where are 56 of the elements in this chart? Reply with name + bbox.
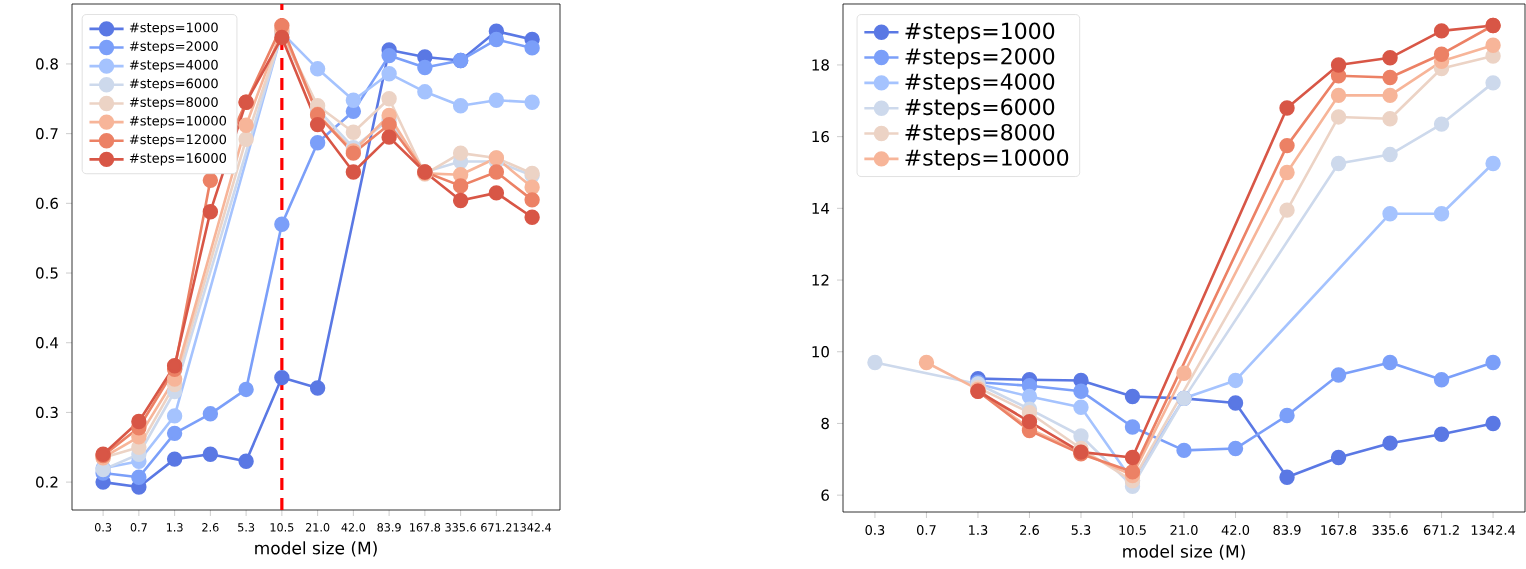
legend-label: #steps=4000 xyxy=(905,73,1055,95)
x-tick-label: 167.8 xyxy=(1321,525,1357,535)
y-tick-label: 0.3 xyxy=(36,406,58,419)
y-tick-label: 0.4 xyxy=(36,337,59,349)
y-tick-label: 0.7 xyxy=(36,127,58,140)
x-tick-label: 1.3 xyxy=(166,523,183,532)
x-tick-label: 21.0 xyxy=(1170,525,1198,535)
y-tick-label: 0.8 xyxy=(36,58,58,70)
legend-label: #steps=1000 xyxy=(129,22,218,35)
legend-label: #steps=12000 xyxy=(129,134,227,147)
legend-label: #steps=1000 xyxy=(905,22,1055,44)
x-tick-label: 0.3 xyxy=(865,525,885,535)
x-tick-label: 1342.4 xyxy=(1471,525,1516,535)
legend-label: #steps=2000 xyxy=(129,41,218,54)
x-tick-label: 10.5 xyxy=(1119,525,1146,535)
x-tick-label: 42.0 xyxy=(341,523,366,532)
x-tick-label: 2.6 xyxy=(1020,525,1039,535)
x-axis-title: model size (M) xyxy=(255,541,377,557)
x-tick-label: 335.6 xyxy=(1372,525,1408,535)
x-tick-label: 1.3 xyxy=(969,525,988,535)
y-tick-label: 10 xyxy=(812,346,829,358)
x-tick-label: 21.0 xyxy=(305,523,330,532)
x-tick-label: 5.3 xyxy=(238,523,255,532)
x-tick-label: 2.6 xyxy=(202,523,219,532)
y-tick-label: 6 xyxy=(821,489,829,501)
y-tick-label: 8 xyxy=(821,417,829,430)
x-tick-label: 42.0 xyxy=(1221,525,1250,535)
legend-label: #steps=4000 xyxy=(129,59,218,73)
y-tick-label: 12 xyxy=(812,274,829,286)
legend-label: #steps=8000 xyxy=(905,123,1055,145)
legend-label: #steps=6000 xyxy=(905,98,1055,120)
x-tick-label: 167.8 xyxy=(410,523,441,532)
x-tick-label: 83.9 xyxy=(377,523,401,532)
legend-label: #steps=6000 xyxy=(129,78,218,91)
y-tick-label: 18 xyxy=(812,59,829,71)
y-tick-label: 0.2 xyxy=(36,476,58,488)
legend-label: #steps=2000 xyxy=(905,47,1055,69)
x-tick-label: 10.5 xyxy=(270,523,294,532)
y-tick-label: 16 xyxy=(812,130,829,143)
y-tick-label: 0.5 xyxy=(36,267,58,279)
x-tick-label: 1342.4 xyxy=(513,523,552,532)
x-tick-label: 0.7 xyxy=(916,525,936,535)
x-tick-label: 335.6 xyxy=(445,523,476,532)
legend-label: #steps=10000 xyxy=(129,115,227,129)
x-axis-title: model size (M) xyxy=(1123,544,1245,560)
x-tick-label: 0.3 xyxy=(94,523,112,532)
x-tick-label: 5.3 xyxy=(1071,525,1091,535)
x-tick-label: 671.2 xyxy=(1423,525,1459,535)
x-tick-label: 0.7 xyxy=(130,523,147,532)
y-tick-label: 14 xyxy=(812,202,830,214)
legend-label: #steps=10000 xyxy=(905,149,1069,171)
x-tick-label: 671.2 xyxy=(481,523,512,532)
legend-label: #steps=16000 xyxy=(129,153,227,166)
x-tick-label: 83.9 xyxy=(1273,525,1301,535)
legend-label: #steps=8000 xyxy=(129,97,218,110)
y-tick-label: 0.6 xyxy=(36,197,58,210)
